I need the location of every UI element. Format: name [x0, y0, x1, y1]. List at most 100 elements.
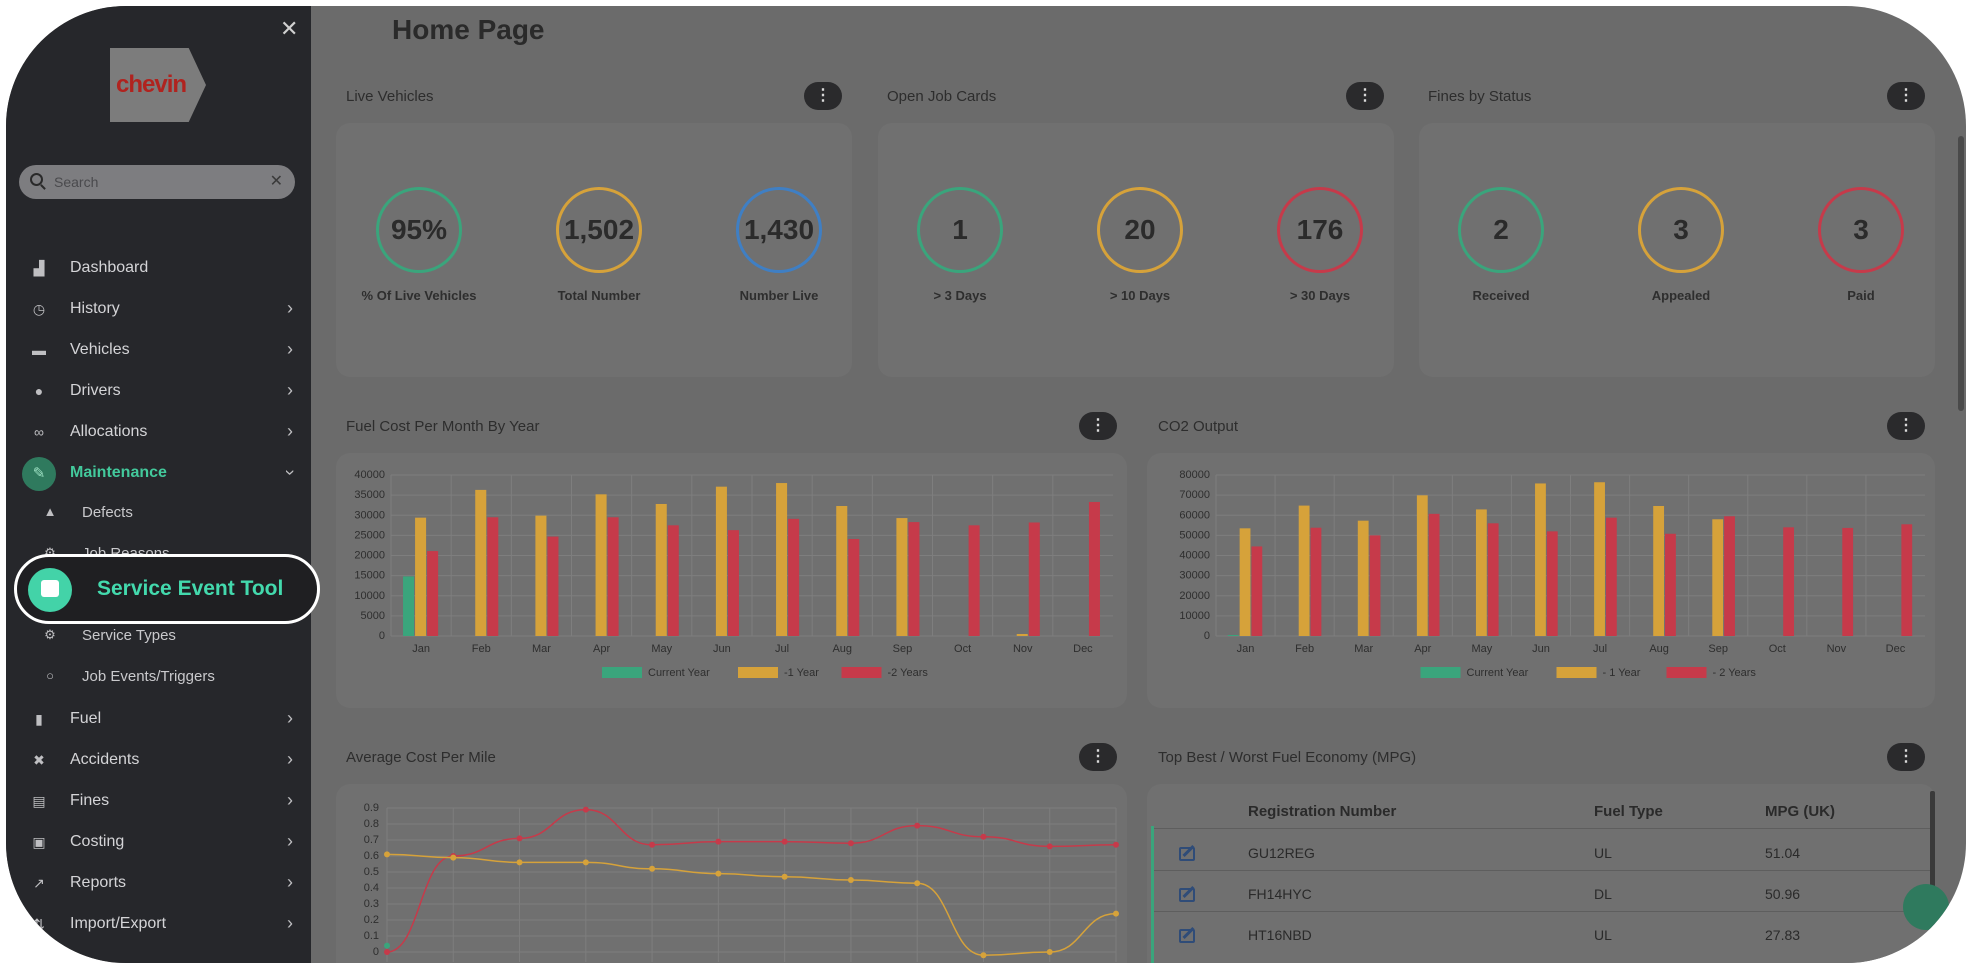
search-input[interactable]: Search	[54, 174, 99, 190]
chat-icon[interactable]	[1903, 884, 1949, 930]
search-icon	[30, 173, 43, 186]
main-content: Home Page Live Vehicles ⋮ Open Job Cards…	[311, 6, 1966, 963]
bar	[727, 530, 739, 636]
economy-menu-button[interactable]: ⋮	[1887, 743, 1925, 771]
edit-icon[interactable]	[1179, 888, 1195, 902]
y-tick-label: 30000	[1179, 570, 1210, 582]
data-point	[582, 806, 589, 813]
bar	[908, 522, 920, 636]
x-tick-label: Feb	[472, 643, 491, 655]
y-tick-label: 60000	[1179, 509, 1210, 521]
sidebar-subitem-job-events[interactable]: ○ Job Events/Triggers	[6, 659, 311, 695]
clear-search-icon[interactable]: ✕	[269, 173, 283, 190]
sidebar-item-allocations[interactable]: ∞ Allocations ›	[6, 412, 311, 452]
bar	[547, 536, 559, 636]
sidebar-item-history[interactable]: ◷ History ›	[6, 289, 311, 329]
sidebar-item-label: Dashboard	[70, 259, 149, 276]
x-tick-label: Jan	[1237, 643, 1255, 655]
x-tick-label: Jan	[412, 643, 430, 655]
data-point	[980, 833, 987, 840]
service-event-tool-callout[interactable]: Service Event Tool	[14, 554, 320, 624]
table-scrollbar[interactable]	[1930, 791, 1935, 901]
table-cell-fuel: UL	[1594, 845, 1612, 861]
logo[interactable]: chevin	[110, 48, 206, 122]
sidebar-item-drivers[interactable]: ● Drivers ›	[6, 371, 311, 411]
y-tick-label: 10000	[354, 590, 385, 602]
chevron-right-icon: ›	[287, 913, 293, 933]
bar	[1310, 527, 1322, 636]
bar	[836, 505, 848, 636]
warning-icon: ▲	[43, 504, 57, 519]
sidebar-item-reports[interactable]: ↗ Reports ›	[6, 863, 311, 903]
y-tick-label: 0.5	[364, 866, 379, 878]
link-icon: ∞	[34, 424, 44, 440]
sidebar-item-accidents[interactable]: ✖ Accidents ›	[6, 740, 311, 780]
chevron-right-icon: ›	[287, 298, 293, 318]
legend-swatch	[841, 667, 882, 678]
edit-icon[interactable]	[1179, 929, 1195, 943]
sidebar-item-label: Drivers	[70, 382, 121, 399]
sidebar-subitem-service-types[interactable]: ⚙ Service Types	[6, 618, 311, 654]
x-tick-label: Dec	[1886, 643, 1906, 655]
bar	[1239, 528, 1251, 636]
bar	[1475, 509, 1487, 636]
x-tick-label: Dec	[1073, 643, 1093, 655]
y-tick-label: 40000	[1179, 550, 1210, 562]
data-point	[914, 880, 921, 887]
sidebar-item-label: Fines	[70, 792, 110, 809]
data-point	[715, 838, 722, 845]
table-cell-fuel: DL	[1594, 886, 1612, 902]
panel-title-co2: CO2 Output	[1158, 418, 1239, 435]
data-point	[1113, 910, 1119, 917]
y-tick-label: 50000	[1179, 529, 1210, 541]
fines-menu-button[interactable]: ⋮	[1887, 82, 1925, 110]
x-tick-label: Apr	[593, 643, 610, 655]
sidebar-item-maintenance[interactable]: ✎ Maintenance ›	[6, 453, 311, 493]
avg-cost-menu-button[interactable]: ⋮	[1079, 743, 1117, 771]
close-icon[interactable]: ✕	[280, 16, 299, 41]
y-tick-label: 0.2	[364, 914, 379, 926]
sidebar-item-label: Costing	[70, 833, 125, 850]
gauge-number-live: 1,430	[736, 187, 822, 273]
sidebar-item-fines[interactable]: ▤ Fines ›	[6, 781, 311, 821]
legend-swatch	[1420, 667, 1461, 678]
y-tick-label: 0.9	[364, 802, 379, 814]
chevron-right-icon: ›	[287, 380, 293, 400]
search-box[interactable]: Search ✕	[19, 165, 295, 199]
bar	[776, 483, 788, 636]
x-tick-label: Sep	[893, 643, 913, 655]
bar	[1901, 524, 1913, 636]
data-point	[384, 949, 390, 955]
avg-cost-chart: 0 0.1 0.2 0.3 0.4 0.5 0.6 0.7 0.8 0.9	[364, 802, 1119, 962]
sidebar-item-costing[interactable]: ▣ Costing ›	[6, 822, 311, 862]
data-point	[516, 835, 523, 842]
x-tick-label: Mar	[532, 643, 551, 655]
bar	[1653, 505, 1665, 636]
sidebar-item-vehicles[interactable]: ▬ Vehicles ›	[6, 330, 311, 370]
edit-icon[interactable]	[1179, 847, 1195, 861]
bar	[595, 494, 607, 636]
bar	[487, 517, 499, 636]
live-vehicles-menu-button[interactable]: ⋮	[804, 82, 842, 110]
gauge-appealed: 3	[1638, 187, 1724, 273]
fuel-cost-menu-button[interactable]: ⋮	[1079, 412, 1117, 440]
sidebar-item-dashboard[interactable]: ▟ Dashboard	[6, 248, 311, 288]
sidebar-item-fuel[interactable]: ▮ Fuel ›	[6, 699, 311, 739]
sidebar-subitem-defects[interactable]: ▲ Defects	[6, 495, 311, 531]
page-scrollbar[interactable]	[1958, 136, 1964, 411]
service-event-tool-label: Service Event Tool	[97, 577, 284, 600]
legend-label: Current Year	[1467, 667, 1529, 679]
co2-menu-button[interactable]: ⋮	[1887, 412, 1925, 440]
table-cell-reg: FH14HYC	[1248, 886, 1312, 902]
bar	[415, 517, 427, 636]
bar	[1605, 517, 1617, 636]
data-point	[516, 859, 523, 866]
sidebar-item-import-export[interactable]: ⇅ Import/Export ›	[6, 904, 311, 944]
legend-label: - 1 Year	[1603, 667, 1641, 679]
table-accent-bar	[1151, 826, 1154, 963]
open-job-cards-menu-button[interactable]: ⋮	[1346, 82, 1384, 110]
y-tick-label: 0.7	[364, 834, 379, 846]
panel-title-open-job-cards: Open Job Cards	[887, 88, 997, 105]
gauge-label: Received	[1472, 288, 1530, 303]
x-tick-label: Jul	[775, 643, 789, 655]
